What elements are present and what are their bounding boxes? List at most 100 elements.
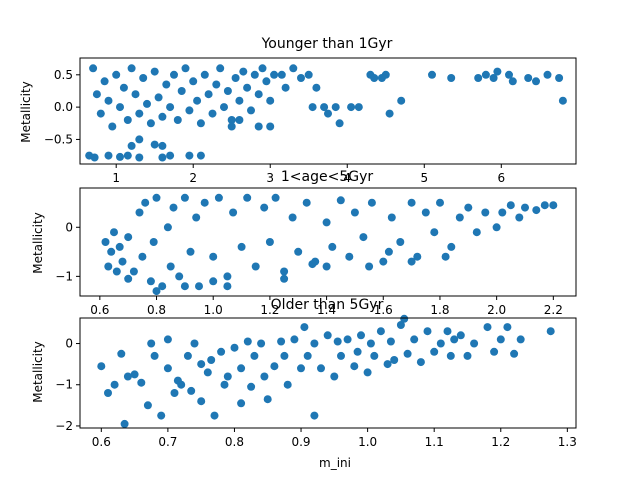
subplot-title-middle-age: 1<age<5Gyr	[281, 169, 373, 185]
data-point-younger-44	[258, 64, 267, 73]
data-point-older-30	[237, 364, 246, 373]
x-tick-label: 0.6	[92, 435, 111, 449]
data-point-older-46	[310, 339, 319, 348]
axes-frame-middle-age	[79, 187, 577, 297]
data-point-middle-age-51	[413, 252, 422, 261]
data-point-younger-1	[92, 90, 101, 99]
data-point-middle-age-29	[237, 242, 246, 251]
x-tick-label: 0.9	[291, 435, 310, 449]
data-point-older-61	[386, 337, 395, 346]
data-point-middle-age-74	[384, 247, 393, 256]
data-point-older-82	[516, 335, 525, 344]
data-point-younger-18	[158, 112, 167, 121]
x-ticks-younger: 1 2 3 4 5 6	[112, 164, 505, 185]
y-tick-label: 0.0	[54, 100, 73, 114]
data-point-middle-age-8	[129, 267, 138, 276]
data-point-younger-70	[324, 109, 332, 118]
data-point-older-62	[390, 356, 399, 364]
data-point-older-12	[163, 335, 172, 344]
data-point-younger-57	[196, 151, 205, 160]
data-point-middle-age-61	[498, 208, 507, 217]
data-point-older-75	[463, 351, 472, 360]
data-point-older-26	[220, 380, 229, 389]
x-tick-label: 1.3	[558, 435, 577, 449]
data-point-younger-59	[158, 141, 167, 150]
data-point-older-37	[270, 362, 279, 371]
y-ticks-younger: −0.5 0.0 0.5	[44, 68, 80, 146]
data-point-middle-age-36	[288, 213, 297, 222]
data-point-younger-95	[543, 70, 552, 79]
x-tick-label: 1.0	[204, 303, 223, 317]
data-point-middle-age-20	[180, 193, 189, 202]
data-point-middle-age-19	[175, 272, 184, 281]
data-point-middle-age-37	[294, 247, 303, 256]
data-point-middle-age-30	[243, 193, 252, 202]
data-point-middle-age-3	[110, 228, 118, 237]
scatter-points-younger	[85, 64, 567, 162]
data-point-older-24	[210, 411, 219, 420]
data-point-older-66	[410, 335, 419, 344]
data-point-older-22	[203, 368, 212, 377]
data-point-younger-2	[96, 109, 105, 118]
data-point-older-49	[330, 372, 339, 381]
data-point-younger-87	[474, 74, 483, 82]
data-point-older-21	[197, 397, 206, 406]
y-tick-label: −0.5	[44, 132, 73, 146]
data-point-younger-78	[354, 103, 363, 112]
axes-frame-older	[79, 317, 577, 429]
data-point-middle-age-68	[152, 287, 161, 296]
data-point-middle-age-49	[396, 238, 405, 246]
data-point-older-56	[363, 368, 372, 377]
data-point-middle-age-44	[350, 208, 359, 217]
data-point-older-77	[483, 323, 492, 332]
data-point-older-54	[353, 347, 362, 356]
data-point-younger-94	[532, 77, 540, 86]
data-point-younger-42	[250, 70, 259, 79]
data-point-younger-58	[150, 140, 159, 149]
data-point-younger-69	[320, 103, 329, 112]
data-point-younger-56	[185, 151, 194, 160]
x-tick-label: 5	[420, 171, 428, 185]
data-point-younger-72	[335, 119, 344, 128]
data-point-older-7	[137, 378, 146, 387]
data-point-older-0	[97, 362, 106, 371]
data-point-younger-34	[220, 103, 228, 112]
y-axis-label-younger: Metallicity	[19, 81, 33, 143]
data-point-younger-35	[223, 87, 232, 95]
data-point-younger-19	[162, 80, 171, 89]
data-point-middle-age-63	[515, 213, 524, 222]
data-point-older-5	[120, 419, 129, 428]
data-point-middle-age-34	[271, 193, 280, 202]
data-point-younger-36	[227, 116, 236, 124]
x-tick-label: 1.0	[358, 435, 377, 449]
data-point-middle-age-64	[521, 203, 529, 212]
data-point-older-65	[403, 349, 412, 358]
data-point-younger-38	[235, 96, 244, 105]
data-point-older-2	[110, 380, 119, 389]
data-point-older-73	[450, 335, 459, 344]
data-point-middle-age-14	[152, 193, 161, 202]
data-point-younger-27	[193, 96, 202, 105]
data-point-younger-86	[447, 74, 456, 82]
data-point-middle-age-55	[447, 242, 456, 251]
data-point-older-79	[496, 335, 505, 344]
data-point-middle-age-53	[430, 228, 439, 237]
data-point-older-3	[117, 349, 126, 358]
data-point-older-13	[163, 364, 172, 373]
data-point-younger-21	[170, 70, 178, 79]
data-point-younger-60	[127, 141, 136, 150]
data-point-older-33	[250, 351, 259, 360]
data-point-younger-62	[277, 70, 286, 79]
data-point-middle-age-75	[441, 252, 450, 261]
data-point-younger-33	[216, 64, 225, 73]
x-axis-label-older: m_ini	[319, 456, 351, 470]
data-point-younger-75	[227, 122, 236, 131]
data-point-middle-age-79	[124, 274, 133, 283]
x-tick-label: 1.6	[374, 303, 393, 317]
data-point-younger-54	[158, 153, 167, 162]
data-point-younger-63	[281, 83, 290, 92]
data-point-older-10	[150, 351, 159, 360]
data-point-older-81	[510, 349, 519, 358]
data-point-older-42	[297, 364, 305, 373]
data-point-older-69	[430, 347, 439, 356]
